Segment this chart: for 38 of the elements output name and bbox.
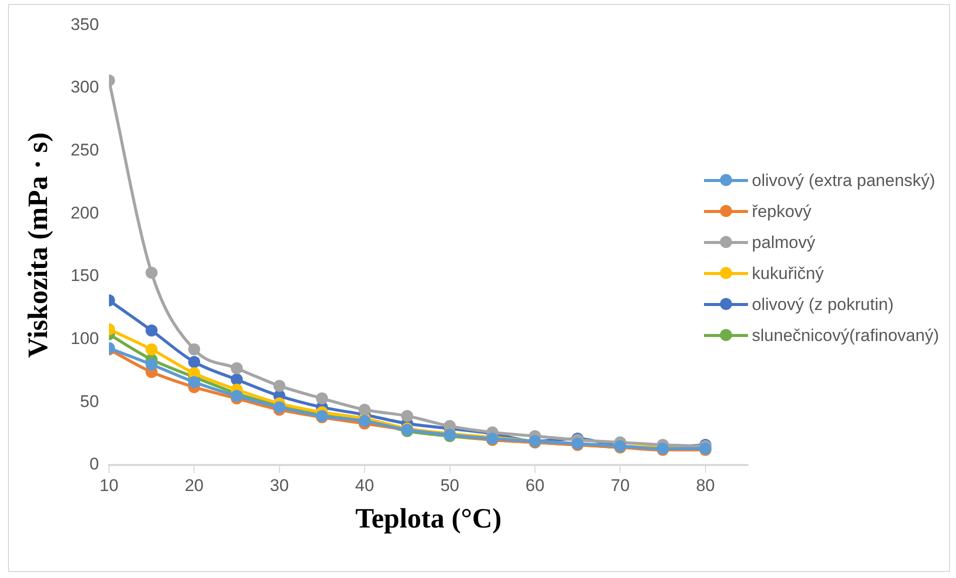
legend-label: slunečnicový(rafinovaný): [752, 326, 939, 346]
y-tick-label: 350: [70, 14, 99, 34]
y-tick-label: 50: [80, 392, 99, 411]
y-tick-label: 0: [89, 454, 99, 474]
point: [188, 356, 200, 368]
point: [401, 410, 414, 422]
x-tick-label: 70: [610, 476, 630, 495]
point: [230, 362, 243, 374]
y-tick-label: 100: [70, 329, 99, 348]
point: [146, 324, 158, 337]
x-tick-label: 30: [270, 476, 289, 495]
x-tick-label: 60: [526, 476, 544, 495]
legend-label: olivový (extra panenský): [752, 170, 936, 190]
point: [273, 380, 286, 392]
y-axis-title: Viskozita (mPa · s): [23, 132, 54, 358]
x-tick-label: 50: [440, 476, 460, 495]
legend-label: kukuřičný: [752, 264, 824, 284]
point: [230, 390, 243, 402]
x-tick-label: 20: [184, 476, 204, 495]
point: [146, 343, 158, 356]
x-tick-label: 40: [355, 476, 374, 495]
x-tick-label: 80: [696, 476, 715, 495]
x-tick-label: 10: [100, 476, 118, 495]
y-tick-label: 250: [70, 140, 99, 160]
x-axis-title: Teplota (°C): [355, 503, 502, 534]
point: [188, 376, 200, 388]
y-tick-label: 150: [70, 266, 99, 286]
legend-label: olivový (z pokrutin): [752, 294, 894, 314]
y-tick-label: 200: [70, 203, 99, 222]
point: [146, 358, 158, 370]
point: [316, 392, 328, 404]
point: [146, 266, 158, 279]
point: [358, 404, 371, 416]
legend-label: řepkový: [752, 202, 812, 222]
point: [188, 343, 200, 356]
legend-label: palmový: [752, 232, 816, 252]
point: [230, 374, 243, 386]
y-tick-label: 300: [70, 78, 99, 97]
